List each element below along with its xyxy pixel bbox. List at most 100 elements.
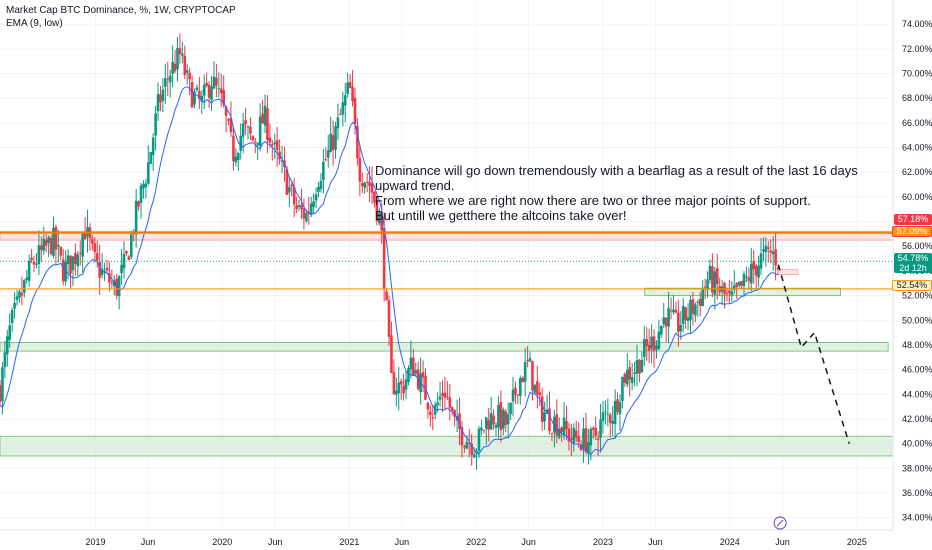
support-zone xyxy=(0,342,889,352)
candle-body xyxy=(426,402,430,410)
candle-body xyxy=(715,268,719,285)
candle-body xyxy=(591,427,595,430)
candle-body xyxy=(144,183,148,188)
x-tick-label: 2025 xyxy=(847,537,867,547)
candle-body xyxy=(689,299,692,320)
candle-body xyxy=(621,377,624,402)
candle-body xyxy=(604,411,607,413)
candle-body xyxy=(154,113,157,136)
candle-body xyxy=(256,142,260,146)
candle-body xyxy=(309,203,313,215)
candle-body xyxy=(173,63,177,72)
candle-body xyxy=(472,454,476,458)
x-tick-label: 2019 xyxy=(86,537,106,547)
current-price-label: 54.78% xyxy=(897,253,929,263)
candle-body xyxy=(81,233,84,257)
candle-body xyxy=(295,205,298,209)
candle-body xyxy=(168,75,172,83)
candle-body xyxy=(288,187,291,193)
candle-body xyxy=(463,446,466,448)
candle-body xyxy=(331,135,335,151)
candle-body xyxy=(477,428,481,451)
candle-body xyxy=(222,90,225,105)
candle-body xyxy=(404,379,408,390)
candle-body xyxy=(8,325,12,340)
candle-body xyxy=(47,237,50,243)
candle-body xyxy=(232,135,235,162)
candle-body xyxy=(382,228,386,289)
y-tick-label: 50.00% xyxy=(902,315,932,325)
candle-body xyxy=(421,372,425,378)
candle-body xyxy=(3,352,7,368)
candle-body xyxy=(103,271,106,273)
candle-body xyxy=(429,411,432,416)
candle-body xyxy=(42,238,46,251)
candle-body xyxy=(210,86,213,100)
candle-body xyxy=(98,261,101,278)
candle-body xyxy=(365,181,369,183)
candle-body xyxy=(601,412,605,421)
candle-body xyxy=(343,95,347,106)
candle-body xyxy=(292,187,296,205)
candle-body xyxy=(302,208,306,219)
candle-body xyxy=(10,309,14,323)
candle-body xyxy=(37,245,41,265)
candle-body xyxy=(519,378,522,396)
candle-body xyxy=(297,205,301,207)
candle-body xyxy=(616,399,619,412)
candle-body xyxy=(339,114,342,116)
candle-body xyxy=(596,438,600,441)
y-tick-label: 64.00% xyxy=(902,143,932,153)
candle-body xyxy=(713,271,717,295)
candle-body xyxy=(66,255,70,264)
candle-body xyxy=(740,281,743,287)
candle-body xyxy=(59,246,63,256)
candle-body xyxy=(317,186,320,192)
candle-body xyxy=(334,126,337,150)
candle-body xyxy=(244,120,247,125)
candle-body xyxy=(511,389,515,402)
candle-body xyxy=(25,277,29,281)
candle-body xyxy=(742,273,746,286)
candle-body xyxy=(71,256,75,271)
candle-body xyxy=(377,212,381,224)
candle-body xyxy=(13,303,16,309)
candle-body xyxy=(441,393,444,397)
candle-body xyxy=(52,227,55,256)
y-tick-label: 60.00% xyxy=(902,192,932,202)
candle-body xyxy=(774,249,777,266)
candle-body xyxy=(606,413,610,415)
candle-body xyxy=(776,267,780,270)
candle-body xyxy=(630,377,634,383)
y-tick-label: 42.00% xyxy=(902,414,932,424)
legend-symbol[interactable]: Market Cap BTC Dominance, %, 1W, CRYPTOC… xyxy=(6,5,236,16)
candle-body xyxy=(312,201,315,207)
candle-body xyxy=(185,70,189,73)
candle-body xyxy=(74,252,77,264)
candle-body xyxy=(587,442,590,454)
candle-body xyxy=(397,382,401,394)
candle-body xyxy=(129,234,133,257)
candle-body xyxy=(171,61,174,74)
support-zone xyxy=(0,435,894,457)
y-tick-label: 68.00% xyxy=(902,93,932,103)
candle-body xyxy=(431,417,435,419)
legend-ema[interactable]: EMA (9, low) xyxy=(6,18,63,29)
candle-body xyxy=(27,260,31,281)
candle-body xyxy=(326,150,330,158)
candle-body xyxy=(767,247,770,249)
candle-body xyxy=(35,263,38,265)
candle-body xyxy=(351,86,354,102)
y-tick-label: 44.00% xyxy=(902,389,932,399)
candle-body xyxy=(504,411,508,426)
candle-body xyxy=(105,267,109,271)
price-tag-resistance-high: 57.18% xyxy=(894,214,932,225)
y-tick-label: 36.00% xyxy=(902,488,932,498)
candle-body xyxy=(730,291,734,296)
candle-body xyxy=(582,428,585,449)
candle-body xyxy=(470,443,473,455)
candle-body xyxy=(482,429,486,431)
candle-body xyxy=(373,191,376,203)
candle-body xyxy=(322,161,325,181)
